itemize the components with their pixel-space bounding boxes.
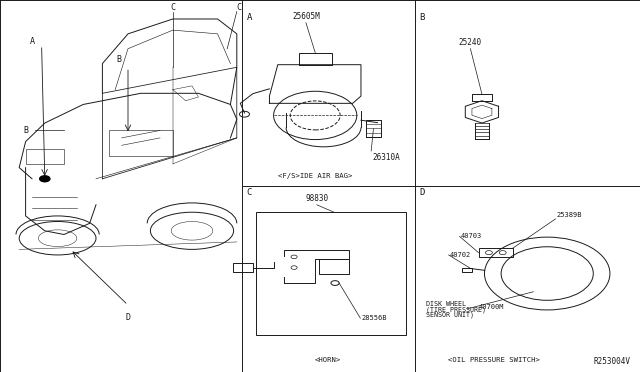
- Text: C: C: [170, 3, 175, 12]
- Text: 40702: 40702: [450, 252, 471, 258]
- Text: R253004V: R253004V: [593, 357, 630, 366]
- Text: 25389B: 25389B: [557, 212, 582, 218]
- Bar: [462, 268, 472, 272]
- Text: A: A: [246, 13, 252, 22]
- Bar: [319, 259, 349, 273]
- Text: D: D: [125, 312, 131, 321]
- Text: 28556B: 28556B: [362, 315, 387, 321]
- Text: (TIRE PRESSURE): (TIRE PRESSURE): [426, 306, 486, 312]
- Text: D: D: [419, 188, 424, 197]
- Circle shape: [40, 176, 50, 182]
- Text: 98830: 98830: [305, 194, 328, 203]
- Text: <F/S>IDE AIR BAG>: <F/S>IDE AIR BAG>: [278, 173, 353, 179]
- Bar: [109, 131, 173, 157]
- Text: 26310A: 26310A: [372, 153, 400, 162]
- Text: C: C: [246, 188, 252, 197]
- Text: 40700M: 40700M: [479, 304, 504, 310]
- Text: SENSOR UNIT): SENSOR UNIT): [426, 312, 474, 318]
- Text: C: C: [237, 3, 242, 12]
- Text: 25240: 25240: [459, 38, 482, 47]
- Text: A: A: [30, 37, 35, 46]
- Bar: [256, 212, 406, 335]
- Text: DISK WHEEL: DISK WHEEL: [426, 301, 466, 307]
- Text: B: B: [116, 55, 122, 64]
- Text: B: B: [419, 13, 424, 22]
- Bar: [233, 263, 253, 272]
- Text: <HORN>: <HORN>: [315, 357, 342, 363]
- Text: 40703: 40703: [461, 233, 482, 239]
- Text: B: B: [24, 126, 29, 135]
- Text: <OIL PRESSURE SWITCH>: <OIL PRESSURE SWITCH>: [448, 357, 540, 363]
- Text: 25605M: 25605M: [292, 12, 320, 21]
- Bar: [479, 248, 513, 257]
- Bar: [26, 149, 64, 164]
